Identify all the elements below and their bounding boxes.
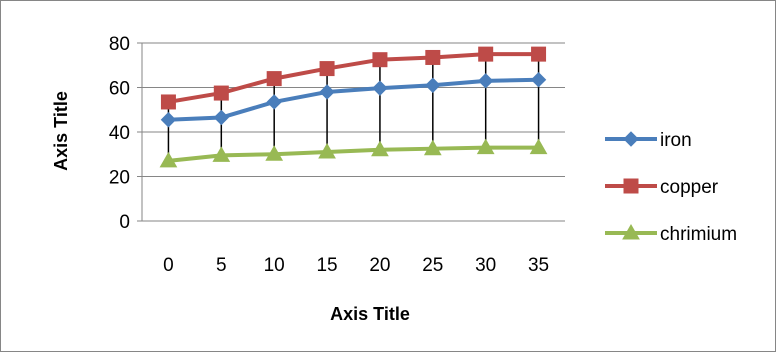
copper-point [319, 61, 335, 77]
copper-point [160, 94, 176, 110]
legend-label-chrimium: chrimium [660, 224, 737, 245]
legend-item-chrimium: chrimium [605, 223, 737, 245]
x-tick-labels: 0 5 10 15 20 25 30 35 [163, 255, 549, 276]
iron-point [477, 73, 494, 89]
chrimium-point [212, 146, 231, 162]
chrimium-point [423, 139, 442, 156]
series-line-iron [168, 77, 539, 122]
iron-point [530, 72, 547, 88]
legend-label-copper: copper [660, 177, 719, 198]
iron-point [160, 112, 177, 128]
iron-point [372, 80, 388, 96]
legend: iron copper chrimium [605, 130, 737, 245]
legend-label-iron: iron [660, 130, 692, 151]
chrimium-point [159, 151, 178, 168]
chrimium-point [371, 140, 389, 157]
series-layer [159, 46, 548, 168]
copper-point [213, 85, 229, 101]
iron-point [266, 94, 282, 110]
legend-marker-iron [623, 131, 639, 147]
chrimium-point [529, 138, 548, 155]
x-axis-title: Axis Title [330, 304, 410, 324]
x-tick-label-35: 35 [528, 255, 549, 276]
iron-point [319, 84, 335, 100]
series-line-chrimium [168, 145, 539, 163]
series-copper [160, 46, 547, 110]
legend-marker-copper [623, 178, 639, 194]
y-tick-labels: 0 20 40 60 80 [109, 34, 130, 233]
x-tick-label-5: 5 [216, 255, 227, 276]
x-tick-label-25: 25 [422, 255, 443, 276]
copper-point [478, 46, 494, 62]
chrimium-point [265, 145, 284, 161]
x-tick-label-30: 30 [475, 255, 496, 276]
high-low-lines [167, 54, 540, 161]
copper-point [425, 49, 441, 65]
y-tick-label-40: 40 [109, 123, 130, 144]
x-tick-label-0: 0 [163, 255, 174, 276]
series-chrimium [159, 138, 548, 168]
x-tick-label-20: 20 [369, 255, 390, 276]
iron-point [213, 109, 230, 126]
legend-marker-chrimium [622, 223, 640, 240]
series-iron [160, 72, 547, 128]
y-tick-label-20: 20 [109, 168, 130, 189]
chrimium-point [318, 143, 336, 159]
axes [137, 42, 565, 222]
y-tick-label-0: 0 [119, 212, 130, 233]
iron-point [425, 77, 441, 93]
series-line-copper [168, 52, 539, 104]
y-tick-label-60: 60 [109, 79, 130, 100]
chrimium-point [476, 138, 495, 155]
x-tick-label-10: 10 [264, 255, 285, 276]
copper-point [372, 52, 388, 68]
y-axis-title: Axis Title [51, 91, 71, 171]
copper-point [531, 46, 547, 62]
legend-item-copper: copper [605, 177, 719, 198]
copper-point [266, 71, 282, 87]
y-tick-label-80: 80 [109, 34, 130, 55]
x-tick-label-15: 15 [316, 255, 337, 276]
legend-item-iron: iron [605, 130, 692, 151]
